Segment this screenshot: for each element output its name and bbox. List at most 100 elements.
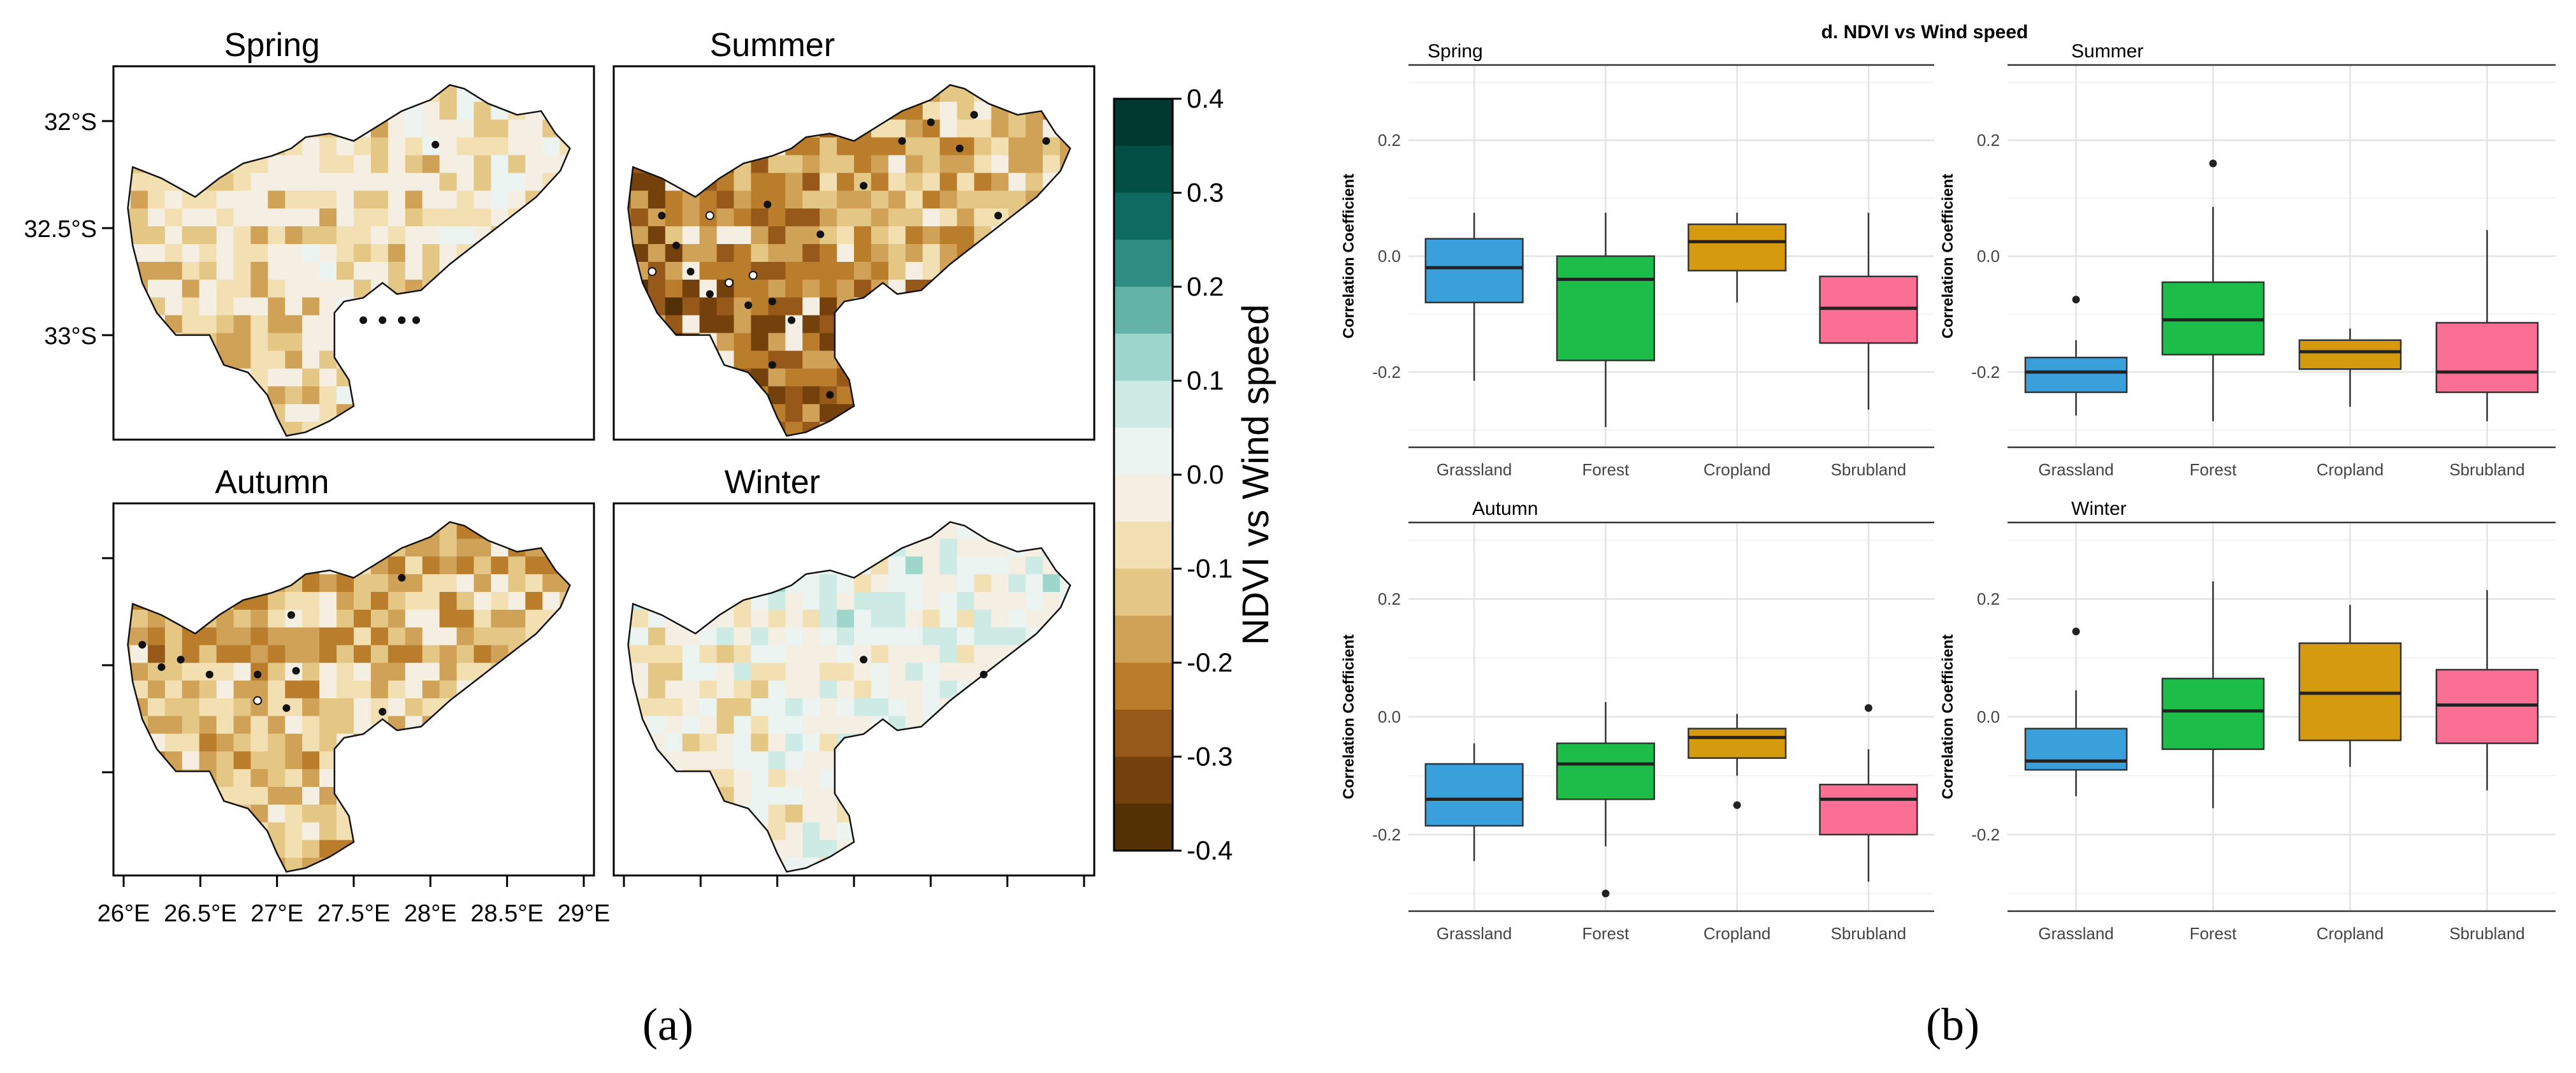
map-cell [285, 368, 303, 387]
map-cell [354, 208, 372, 227]
map-cell [768, 645, 786, 663]
map-cell [768, 191, 786, 209]
map-cell [474, 592, 491, 610]
box-grassland: Grassland [1424, 743, 1524, 943]
map-cell [768, 627, 786, 646]
map-cell [233, 787, 251, 805]
map-cell [199, 733, 217, 752]
map-cell [871, 663, 889, 681]
box-sbrubland: Sbrubland [1819, 212, 1918, 479]
map-cell [785, 681, 803, 699]
x-tick-label: Sbrubland [2449, 460, 2525, 479]
x-tick-label: Forest [1582, 924, 1630, 943]
map-cell [734, 751, 751, 770]
map-cell [268, 191, 286, 209]
map-cell [716, 681, 735, 699]
map-cell [319, 698, 337, 717]
map-cell [268, 609, 286, 628]
box-body [1819, 784, 1918, 836]
map-cell [147, 716, 166, 735]
map-cell [387, 137, 406, 156]
significance-dot [768, 361, 776, 369]
box-body [1424, 763, 1524, 827]
map-cell [939, 663, 958, 681]
x-tick-label: Cropland [2317, 924, 2384, 943]
map-cell [250, 297, 268, 316]
map-cell [233, 769, 251, 788]
map-cell [1025, 556, 1043, 575]
map-cell [905, 155, 923, 173]
map-cell [268, 315, 286, 334]
map-cell [785, 645, 803, 663]
map-cell [665, 208, 683, 227]
outlier-point [2072, 627, 2080, 635]
map-cell [233, 315, 251, 334]
map-cell [785, 733, 803, 752]
map-cell [474, 191, 491, 209]
map-cell [422, 681, 440, 699]
province-outline [627, 83, 1071, 437]
map-cell [1008, 173, 1026, 191]
map-cell [542, 592, 560, 610]
map-cell [820, 592, 837, 610]
map-cell [199, 645, 217, 663]
map-cell [751, 244, 769, 263]
map-cell [751, 333, 769, 352]
map-cell [405, 262, 423, 280]
map-cell [302, 627, 320, 646]
map-cell [319, 368, 337, 387]
map-cell [905, 698, 923, 717]
map-cell [250, 173, 268, 191]
x-tick-label: Sbrubland [2449, 924, 2525, 943]
colorbar-segment [1114, 333, 1173, 381]
map-cell [699, 733, 718, 752]
map-cell [699, 627, 718, 646]
significance-dot [980, 670, 988, 679]
map-cell [199, 698, 217, 717]
map-cell [491, 191, 509, 209]
map-cell [734, 609, 751, 628]
map-cell [439, 681, 458, 699]
map-cell [716, 262, 735, 280]
map-cell [182, 315, 200, 334]
map-cell [991, 627, 1009, 646]
map-cell [508, 556, 526, 575]
boxplot-panel-autumn: Autumn 0.2 0.0 -0.2 Correlation Coefficient G… [1340, 498, 1934, 943]
map-cell [285, 858, 303, 872]
map-cell [268, 155, 286, 173]
map-cell [905, 663, 923, 681]
map-cell [768, 698, 786, 717]
map-cell [474, 574, 491, 593]
map-cell [974, 538, 992, 557]
map-cell [285, 592, 303, 610]
map-cell [837, 681, 855, 699]
map-cell [751, 698, 769, 717]
map-cell [199, 191, 217, 209]
y-axis-label: Correlation Coefficient [1340, 635, 1357, 800]
map-cell [525, 574, 543, 593]
map-cell [768, 173, 786, 191]
map-cell [837, 592, 855, 610]
map-cell [182, 681, 200, 699]
map-cell [285, 244, 303, 263]
map-cell [130, 645, 148, 663]
map-cell [233, 244, 251, 263]
map-cell [474, 609, 491, 628]
map-cell [285, 422, 303, 436]
map-cell [785, 592, 803, 610]
map-cell [405, 645, 423, 663]
map-cell [974, 592, 992, 610]
significance-dot [970, 111, 978, 119]
map-cell [802, 645, 820, 663]
map-cell [439, 627, 458, 646]
map-cell [716, 716, 735, 735]
map-cell [164, 279, 183, 298]
map-cell [716, 769, 735, 788]
map-cell [542, 155, 560, 173]
map-cell [439, 208, 458, 227]
map-cell [785, 386, 803, 405]
map-cell [768, 155, 786, 173]
map-cell [734, 173, 751, 191]
map-cell [302, 368, 320, 387]
y-tick-label: 0.2 [1977, 589, 2000, 609]
